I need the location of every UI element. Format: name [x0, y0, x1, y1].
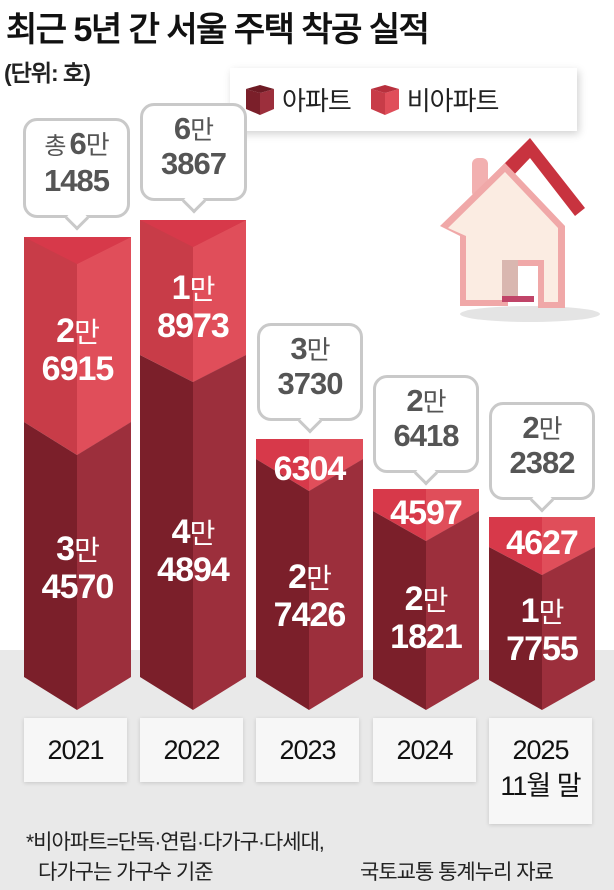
- bar-2024: 4597 2만 1821: [373, 489, 479, 710]
- chart-title: 최근 5년 간 서울 주택 착공 실적: [6, 11, 430, 49]
- total-bubble-2024: 2만 6418: [373, 375, 479, 473]
- source-label: 국토교통 통계누리 자료: [360, 861, 554, 884]
- apt-value-2024: 2만 1821: [390, 580, 463, 656]
- house-icon: [440, 138, 600, 322]
- cube-icon-apartment: [246, 84, 274, 115]
- legend-label-apartment: 아파트: [282, 86, 352, 116]
- year-label-2025: 2025 11월 말: [489, 718, 592, 824]
- year-label-2024: 2024: [373, 718, 476, 782]
- legend-label-non-apartment: 비아파트: [406, 86, 500, 116]
- total-bubble-2023: 3만 3730: [257, 323, 363, 421]
- total-bubble-2022: 6만 3867: [140, 103, 247, 201]
- legend-item-apartment: 아파트: [246, 81, 352, 118]
- nonapt-value-2024: 4597: [390, 494, 463, 532]
- apt-value-2022: 4만 4894: [157, 513, 230, 589]
- footnote-line2: 다가구는 가구수 기준: [38, 861, 214, 884]
- apt-value-2023: 2만 7426: [273, 558, 347, 634]
- year-label-2023: 2023: [256, 718, 359, 782]
- bar-2022: 1만 8973 4만 4894: [140, 220, 246, 710]
- year-label-2022: 2022: [140, 718, 243, 782]
- year-2025: 2025: [512, 735, 569, 765]
- bar-2021: 2만 6915 3만 4570: [24, 237, 131, 710]
- apt-value-2025: 1만 7755: [506, 592, 579, 668]
- cube-icon-non-apartment: [370, 84, 399, 115]
- total-bubble-2025: 2만 2382: [489, 402, 595, 500]
- nonapt-value-2022: 1만 8973: [157, 269, 230, 345]
- legend: 아파트 비아파트: [230, 68, 577, 131]
- footnote-line1: *비아파트=단독·연립·다가구·다세대,: [26, 831, 325, 854]
- year-2025-sub: 11월 말: [500, 771, 581, 801]
- bar-2023: 6304 2만 7426: [256, 439, 363, 710]
- nonapt-value-2021: 2만 6915: [41, 312, 115, 388]
- year-label-2021: 2021: [24, 718, 127, 782]
- apt-value-2021: 3만 4570: [41, 530, 115, 606]
- bar-2025: 4627 1만 7755: [489, 517, 595, 710]
- unit-label: (단위: 호): [4, 60, 91, 86]
- total-bubble-2021: 총 6만 1485: [23, 118, 130, 218]
- legend-item-non-apartment: 비아파트: [370, 81, 500, 118]
- nonapt-value-2025: 4627: [506, 524, 579, 562]
- nonapt-value-2023: 6304: [273, 450, 347, 488]
